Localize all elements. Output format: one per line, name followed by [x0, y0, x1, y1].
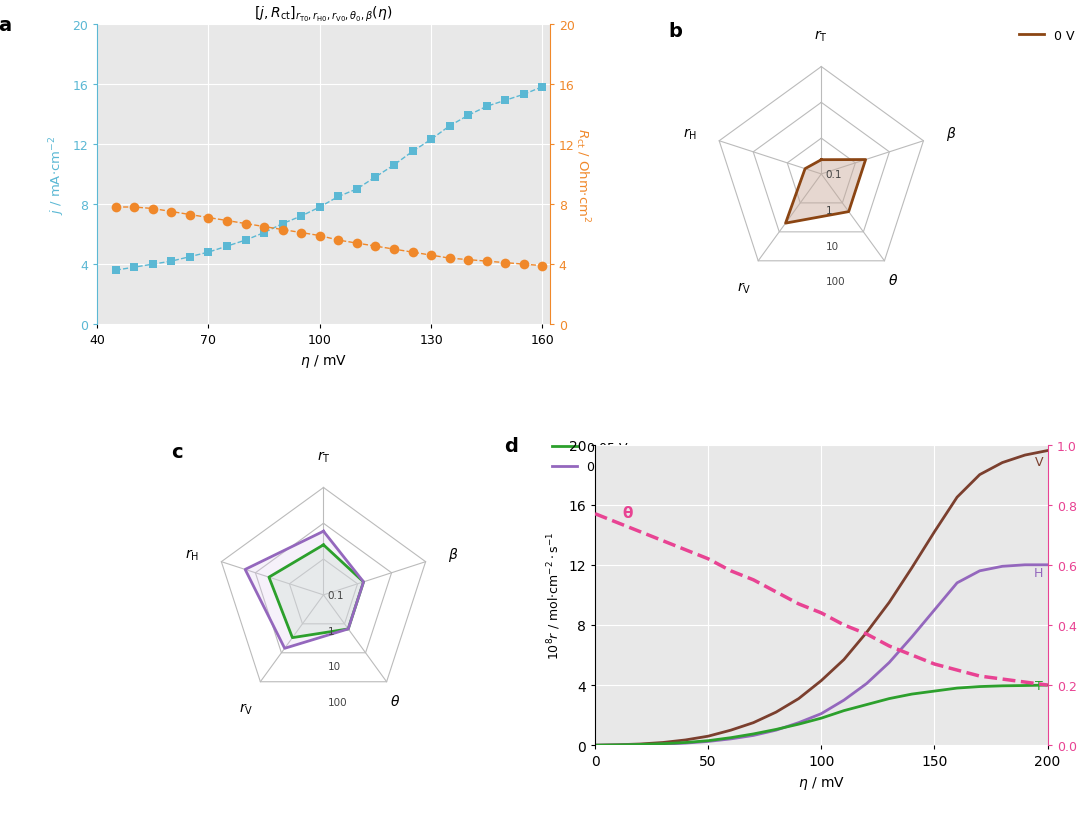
Text: b: b: [669, 22, 683, 42]
Text: 1: 1: [328, 626, 335, 636]
Title: $[j, R_{\mathrm{ct}}]_{r_{\mathrm{T0}},r_{\mathrm{H0}},r_{\mathrm{V0}},\theta_0,: $[j, R_{\mathrm{ct}}]_{r_{\mathrm{T0}},r…: [254, 5, 393, 24]
Text: V: V: [1035, 455, 1043, 468]
Text: 100: 100: [825, 277, 846, 287]
Text: $\beta$: $\beta$: [448, 545, 459, 563]
Text: $r_{\mathrm{H}}$: $r_{\mathrm{H}}$: [683, 127, 697, 142]
Y-axis label: $R_{\mathrm{ct}}$ / Ohm$\cdot$cm$^2$: $R_{\mathrm{ct}}$ / Ohm$\cdot$cm$^2$: [572, 128, 592, 222]
Text: 10: 10: [328, 662, 341, 672]
X-axis label: $\eta$ / mV: $\eta$ / mV: [798, 774, 845, 791]
Y-axis label: $\theta$: $\theta$: [1077, 590, 1080, 600]
Polygon shape: [785, 161, 865, 224]
Text: 10: 10: [825, 242, 839, 251]
Text: H: H: [1034, 566, 1043, 579]
Text: c: c: [171, 443, 183, 462]
Text: $r_{\mathrm{V}}$: $r_{\mathrm{V}}$: [738, 281, 752, 296]
Legend: 0.05 V, 0.20 V: 0.05 V, 0.20 V: [548, 437, 633, 478]
Text: $r_{\mathrm{T}}$: $r_{\mathrm{T}}$: [316, 449, 330, 464]
Polygon shape: [269, 545, 364, 638]
Text: 0.1: 0.1: [328, 590, 345, 600]
Text: $r_{\mathrm{V}}$: $r_{\mathrm{V}}$: [240, 701, 254, 717]
Text: T: T: [1036, 679, 1043, 692]
Text: $\theta$: $\theta$: [888, 273, 899, 288]
Text: 0.1: 0.1: [825, 170, 842, 179]
Text: 1: 1: [825, 206, 833, 215]
Text: d: d: [504, 436, 518, 455]
Y-axis label: $j$ / mA$\cdot$cm$^{-2}$: $j$ / mA$\cdot$cm$^{-2}$: [48, 135, 67, 215]
Legend: 0 V: 0 V: [1014, 25, 1080, 48]
Text: $\beta$: $\beta$: [946, 125, 957, 143]
Text: $\theta$: $\theta$: [390, 694, 401, 708]
Text: 100: 100: [328, 698, 348, 708]
Text: $r_{\mathrm{T}}$: $r_{\mathrm{T}}$: [814, 29, 828, 44]
Polygon shape: [245, 532, 364, 649]
Text: θ: θ: [622, 505, 633, 520]
Text: a: a: [0, 16, 11, 34]
X-axis label: $\eta$ / mV: $\eta$ / mV: [300, 352, 347, 369]
Y-axis label: $10^8 r$ / mol$\cdot$cm$^{-2}\cdot$s$^{-1}$: $10^8 r$ / mol$\cdot$cm$^{-2}\cdot$s$^{-…: [545, 531, 563, 659]
Text: $r_{\mathrm{H}}$: $r_{\mathrm{H}}$: [185, 547, 199, 563]
